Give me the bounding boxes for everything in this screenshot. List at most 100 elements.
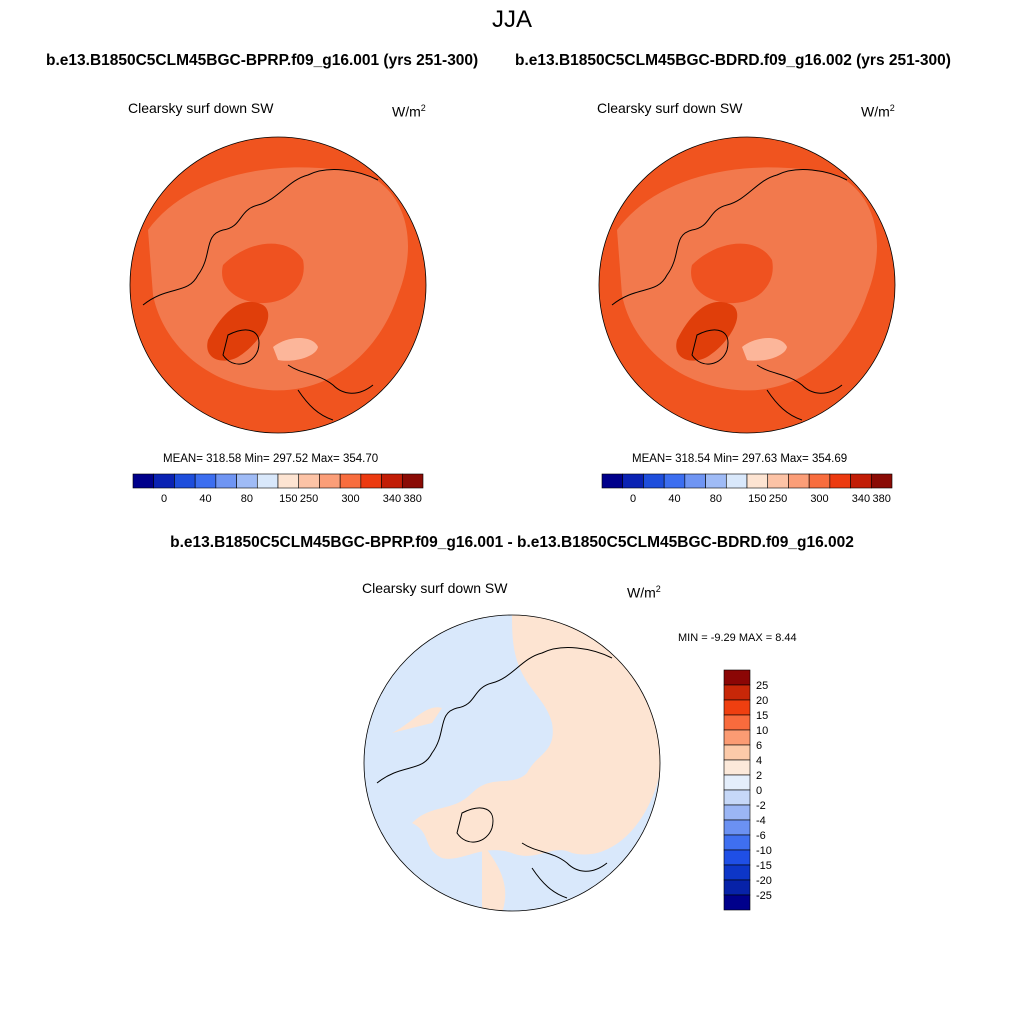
colorbar-bin	[723, 894, 751, 911]
colorbar-bin	[381, 473, 403, 489]
colorbar-tick-label: 25	[756, 680, 768, 692]
colorbar-bin	[723, 714, 751, 731]
colorbar-bin	[723, 864, 751, 881]
figure-title: JJA	[491, 6, 532, 33]
colorbar-tick-label: 20	[756, 695, 768, 707]
colorbar-bin	[723, 744, 751, 761]
left-map-coastlines	[142, 169, 379, 421]
difference-title: b.e13.B1850C5CLM45BGC-BPRP.f09_g16.001 -…	[170, 534, 854, 551]
colorbar-tick-label: 340	[852, 493, 870, 505]
right-variable-label: Clearsky surf down SW	[597, 100, 743, 116]
colorbar-bin	[723, 834, 751, 851]
colorbar-bin	[723, 804, 751, 821]
case-b-title: b.e13.B1850C5CLM45BGC-BDRD.f09_g16.002 (…	[515, 52, 951, 69]
left-colorbar: 0 40 80 150 250 300 340 380	[132, 473, 424, 505]
colorbar-bin	[705, 473, 727, 489]
colorbar-tick-label: 150	[748, 493, 766, 505]
diff-map-positive-patches	[392, 707, 506, 911]
colorbar-bin	[850, 473, 872, 489]
colorbar-bin	[723, 789, 751, 806]
colorbar-bin	[215, 473, 237, 489]
right-map-border	[598, 136, 896, 434]
right-map-inner-band	[691, 243, 773, 304]
colorbar-tick-label: -2	[756, 800, 766, 812]
colorbar-bin	[360, 473, 382, 489]
left-map-inner-band	[222, 243, 304, 304]
diff-map-border	[363, 614, 661, 912]
right-map-coastlines	[611, 169, 848, 421]
colorbar-tick-label: -4	[756, 815, 766, 827]
colorbar-bin	[319, 473, 341, 489]
colorbar-bin	[684, 473, 706, 489]
right-stats-text: MEAN= 318.54 Min= 297.63 Max= 354.69	[632, 453, 848, 465]
case-a-title: b.e13.B1850C5CLM45BGC-BPRP.f09_g16.001 (…	[46, 52, 479, 69]
colorbar-tick-label: 15	[756, 710, 768, 722]
colorbar-bin	[663, 473, 686, 489]
colorbar-tick-label: 2	[756, 770, 762, 782]
diff-minmax-text: MIN = -9.29 MAX = 8.44	[678, 632, 797, 644]
colorbar-tick-label: 4	[756, 755, 762, 767]
colorbar-bin	[132, 473, 155, 489]
diff-variable-label: Clearsky surf down SW	[362, 580, 508, 596]
colorbar-bin	[174, 473, 196, 489]
colorbar-bin	[723, 849, 751, 866]
colorbar-tick-label: 80	[241, 493, 253, 505]
colorbar-bin	[194, 473, 217, 489]
colorbar-tick-label: 300	[810, 493, 828, 505]
diff-polar-map	[363, 614, 661, 912]
colorbar-tick-label: 40	[199, 493, 211, 505]
colorbar-tick-label: 340	[383, 493, 401, 505]
left-stats-text: MEAN= 318.58 Min= 297.52 Max= 354.70	[163, 453, 379, 465]
right-polar-map	[598, 136, 896, 434]
left-polar-map	[129, 136, 427, 434]
colorbar-bin	[767, 473, 789, 489]
colorbar-tick-label: 380	[403, 493, 421, 505]
colorbar-bin	[622, 473, 644, 489]
colorbar-tick-label: -20	[756, 875, 772, 887]
colorbar-bin	[723, 759, 751, 776]
colorbar-bin	[723, 669, 751, 686]
colorbar-bin	[788, 473, 810, 489]
left-units-label: W/m2	[392, 103, 426, 120]
colorbar-bin	[643, 473, 665, 489]
diff-map-coastlines	[376, 647, 613, 899]
colorbar-bin	[236, 473, 258, 489]
right-units-label: W/m2	[861, 103, 895, 120]
colorbar-bin	[723, 774, 751, 791]
colorbar-bin	[746, 473, 769, 489]
colorbar-bin	[298, 473, 320, 489]
left-map-border	[129, 136, 427, 434]
colorbar-bin	[723, 879, 751, 896]
colorbar-tick-label: 380	[872, 493, 890, 505]
colorbar-bin	[153, 473, 175, 489]
colorbar-tick-label: 40	[668, 493, 680, 505]
colorbar-tick-label: 300	[341, 493, 359, 505]
colorbar-tick-label: -15	[756, 860, 772, 872]
colorbar-bin	[277, 473, 300, 489]
colorbar-tick-label: -25	[756, 890, 772, 902]
colorbar-tick-label: 250	[300, 493, 318, 505]
colorbar-bin	[829, 473, 851, 489]
colorbar-bin	[725, 473, 748, 489]
left-variable-label: Clearsky surf down SW	[128, 100, 274, 116]
colorbar-bin	[601, 473, 624, 489]
colorbar-tick-label: 0	[756, 785, 762, 797]
colorbar-bin	[723, 819, 751, 836]
colorbar-bin	[401, 473, 424, 489]
colorbar-bin	[339, 473, 362, 489]
diff-units-label: W/m2	[627, 584, 661, 601]
colorbar-bin	[723, 684, 751, 701]
colorbar-bin	[723, 729, 751, 746]
colorbar-bin	[256, 473, 279, 489]
colorbar-tick-label: 6	[756, 740, 762, 752]
colorbar-tick-label: 150	[279, 493, 297, 505]
colorbar-tick-label: 250	[769, 493, 787, 505]
colorbar-bin	[808, 473, 831, 489]
colorbar-tick-label: 80	[710, 493, 722, 505]
left-map-barents	[273, 338, 318, 361]
colorbar-tick-label: 0	[161, 493, 167, 505]
colorbar-bin	[870, 473, 893, 489]
right-map-barents	[742, 338, 787, 361]
colorbar-tick-label: -6	[756, 830, 766, 842]
